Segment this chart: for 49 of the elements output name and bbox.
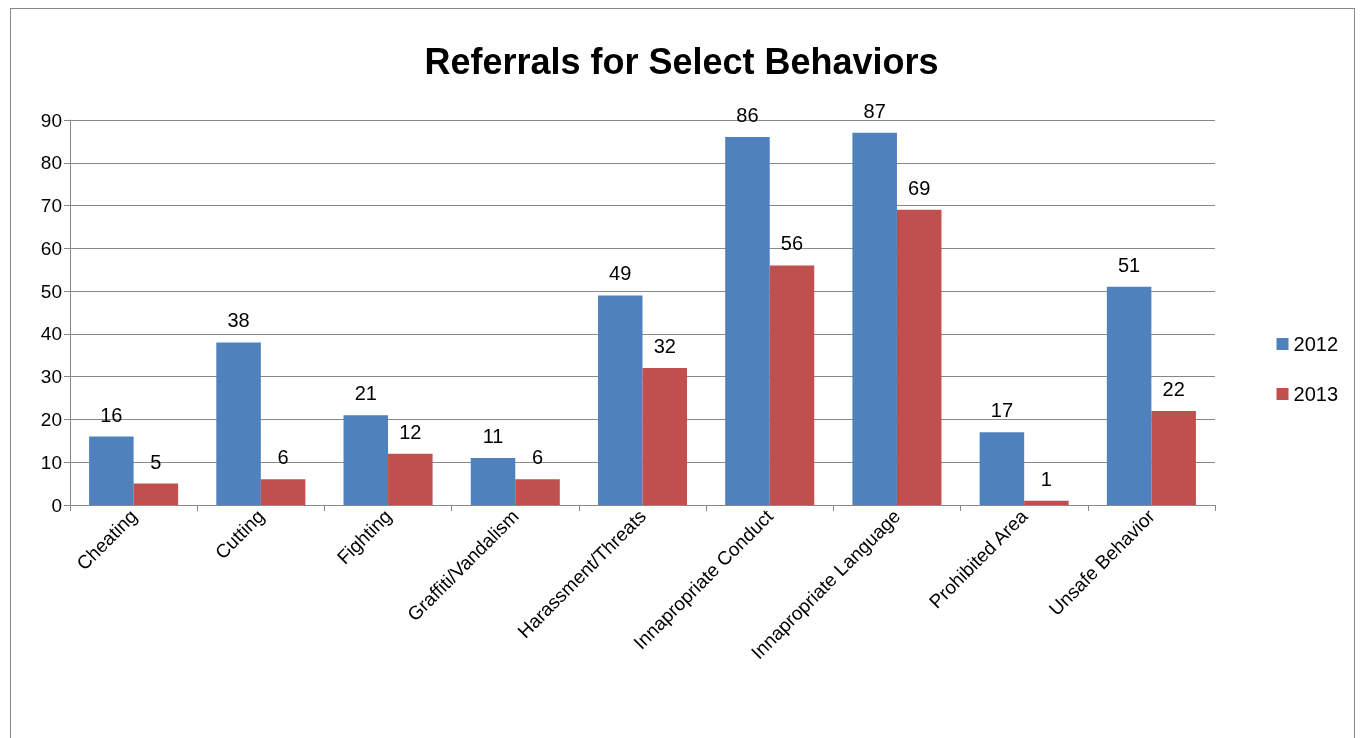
y-tick-label: 60 — [40, 237, 62, 259]
y-tick-label: 90 — [40, 109, 62, 131]
bar — [133, 483, 179, 505]
y-tick-label: 20 — [40, 408, 62, 430]
y-tick-label: 0 — [51, 494, 62, 516]
legend-label: 2013 — [1293, 383, 1339, 405]
data-label: 11 — [482, 424, 504, 447]
data-label: 22 — [1162, 377, 1185, 400]
data-label: 21 — [354, 382, 377, 405]
bar — [260, 479, 306, 505]
bar — [597, 295, 643, 505]
data-label: 1 — [1040, 467, 1052, 490]
bar — [769, 265, 815, 505]
data-label: 49 — [609, 262, 632, 285]
chart-title: Referrals for Select Behaviors — [424, 40, 939, 82]
bar — [343, 415, 389, 505]
legend-label: 2012 — [1293, 333, 1339, 355]
data-label: 86 — [736, 104, 759, 127]
data-label: 12 — [399, 420, 422, 443]
bar — [89, 436, 134, 505]
bar — [642, 368, 688, 505]
data-label: 6 — [531, 446, 544, 469]
bar — [1151, 410, 1196, 505]
y-tick-label: 50 — [40, 280, 62, 302]
y-tick-label: 10 — [40, 451, 62, 473]
y-tick-label: 80 — [40, 152, 62, 174]
data-label: 16 — [100, 403, 123, 426]
bar — [1024, 500, 1069, 505]
data-label: 5 — [150, 450, 162, 473]
bar — [852, 132, 897, 505]
bar — [725, 137, 770, 505]
bar — [979, 432, 1025, 505]
bar — [896, 209, 942, 505]
bar — [216, 342, 261, 505]
y-tick-label: 70 — [40, 195, 62, 217]
data-label: 56 — [780, 232, 804, 255]
data-label: 17 — [990, 399, 1014, 422]
data-label: 38 — [227, 309, 250, 332]
y-tick-label: 30 — [40, 366, 62, 388]
data-label: 32 — [653, 335, 676, 358]
bar — [470, 457, 516, 505]
data-label: 51 — [1118, 253, 1141, 276]
bar — [515, 479, 560, 505]
bar — [388, 453, 433, 505]
y-tick-label: 40 — [40, 323, 62, 345]
bar — [1106, 286, 1152, 505]
data-label: 6 — [277, 446, 289, 469]
data-label: 87 — [863, 99, 886, 122]
data-label: 69 — [908, 176, 931, 199]
